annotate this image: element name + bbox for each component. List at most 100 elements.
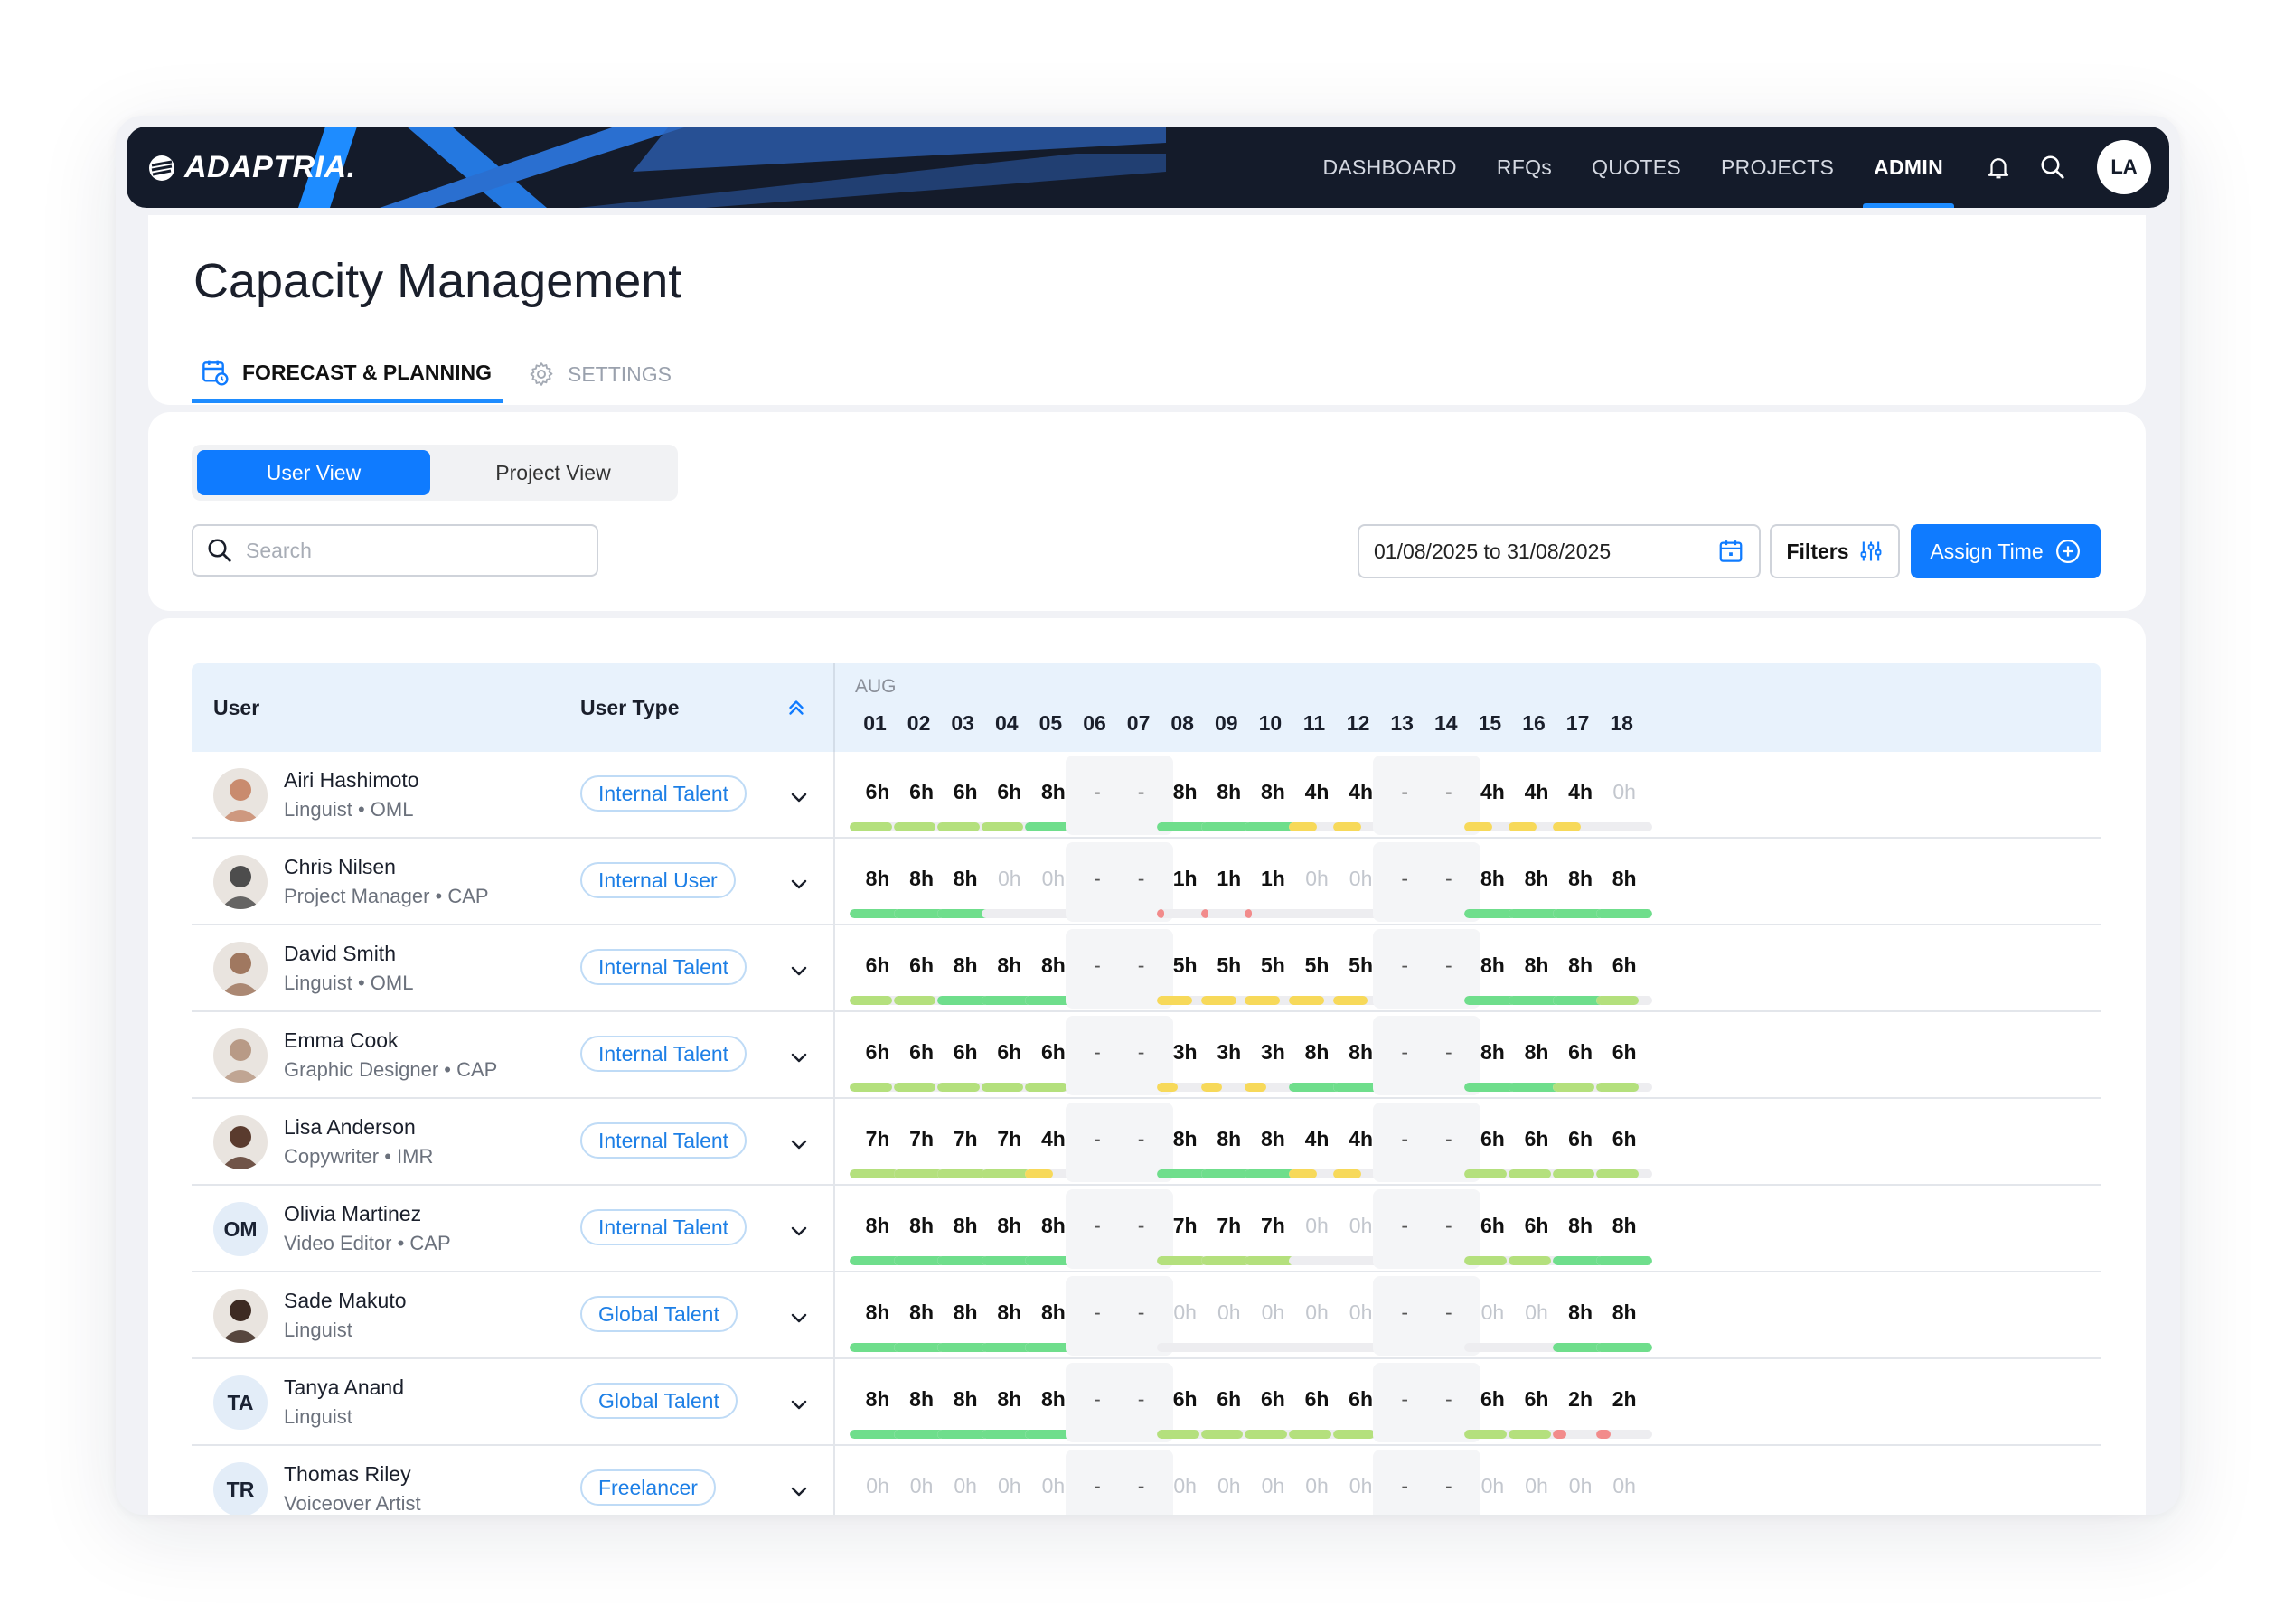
hours-cell[interactable]: 6h — [1461, 1189, 1524, 1269]
hours-cell[interactable]: 8h — [890, 1189, 954, 1269]
user-avatar[interactable]: LA — [2097, 140, 2151, 194]
hours-cell[interactable]: 6h — [978, 1016, 1041, 1095]
hours-cell[interactable]: 0h — [1021, 842, 1085, 922]
hours-cell[interactable]: 6h — [934, 756, 997, 835]
hours-cell[interactable]: 6h — [1593, 1103, 1656, 1182]
hours-cell[interactable]: 6h — [846, 929, 909, 1009]
weekend-cell[interactable]: - — [1416, 1016, 1480, 1095]
hours-cell[interactable]: 7h — [934, 1103, 997, 1182]
tab-forecast-planning[interactable]: FORECAST & PLANNING — [192, 358, 503, 403]
hours-cell[interactable]: 0h — [934, 1450, 997, 1515]
hours-cell[interactable]: 6h — [934, 1016, 997, 1095]
hours-cell[interactable]: 8h — [1285, 1016, 1349, 1095]
nav-rfqs[interactable]: RFQs — [1496, 155, 1553, 179]
table-row[interactable]: TR Thomas Riley Voiceover Artist Freelancer… — [192, 1446, 2101, 1515]
hours-cell[interactable]: 5h — [1285, 929, 1349, 1009]
hours-cell[interactable]: 4h — [1330, 756, 1393, 835]
search-icon[interactable] — [2039, 154, 2066, 181]
hours-cell[interactable]: 5h — [1330, 929, 1393, 1009]
weekend-cell[interactable]: - — [1109, 1276, 1173, 1356]
hours-cell[interactable]: 0h — [1330, 842, 1393, 922]
hours-cell[interactable]: 4h — [1285, 756, 1349, 835]
hours-cell[interactable]: 8h — [846, 1276, 909, 1356]
hours-cell[interactable]: 2h — [1549, 1363, 1612, 1442]
hours-cell[interactable]: 8h — [1153, 756, 1217, 835]
weekend-cell[interactable]: - — [1109, 929, 1173, 1009]
hours-cell[interactable]: 5h — [1153, 929, 1217, 1009]
hours-cell[interactable]: 8h — [1021, 1276, 1085, 1356]
hours-cell[interactable]: 8h — [846, 842, 909, 922]
weekend-cell[interactable]: - — [1416, 1276, 1480, 1356]
weekend-cell[interactable]: - — [1109, 1189, 1173, 1269]
hours-cell[interactable]: 8h — [1461, 1016, 1524, 1095]
weekend-cell[interactable]: - — [1109, 756, 1173, 835]
hours-cell[interactable]: 8h — [934, 1363, 997, 1442]
hours-cell[interactable]: 8h — [1021, 929, 1085, 1009]
hours-cell[interactable]: 0h — [1241, 1276, 1304, 1356]
adaptria-logo[interactable]: ADAPTRIA. — [148, 150, 356, 185]
hours-cell[interactable]: 8h — [890, 1276, 954, 1356]
search-input[interactable] — [244, 537, 591, 564]
bell-icon[interactable] — [1985, 154, 2012, 181]
hours-cell[interactable]: 8h — [1593, 1276, 1656, 1356]
hours-cell[interactable]: 0h — [1593, 756, 1656, 835]
hours-cell[interactable]: 0h — [1241, 1450, 1304, 1515]
hours-cell[interactable]: 3h — [1198, 1016, 1261, 1095]
tab-settings[interactable]: SETTINGS — [519, 361, 682, 400]
chevron-down-icon[interactable] — [788, 1394, 810, 1415]
hours-cell[interactable]: 3h — [1241, 1016, 1304, 1095]
hours-cell[interactable]: 8h — [978, 929, 1041, 1009]
hours-cell[interactable]: 0h — [1330, 1189, 1393, 1269]
hours-cell[interactable]: 8h — [1021, 1189, 1085, 1269]
collapse-all-icon[interactable] — [785, 696, 808, 719]
hours-cell[interactable]: 6h — [1241, 1363, 1304, 1442]
hours-cell[interactable]: 8h — [978, 1276, 1041, 1356]
chevron-down-icon[interactable] — [788, 1133, 810, 1155]
hours-cell[interactable]: 0h — [1461, 1276, 1524, 1356]
hours-cell[interactable]: 4h — [1505, 756, 1568, 835]
nav-admin[interactable]: ADMIN — [1863, 127, 1954, 208]
hours-cell[interactable]: 7h — [978, 1103, 1041, 1182]
hours-cell[interactable]: 8h — [1549, 842, 1612, 922]
nav-projects[interactable]: PROJECTS — [1721, 155, 1835, 179]
weekend-cell[interactable]: - — [1109, 1016, 1173, 1095]
hours-cell[interactable]: 8h — [1505, 842, 1568, 922]
hours-cell[interactable]: 6h — [846, 756, 909, 835]
hours-cell[interactable]: 5h — [1198, 929, 1261, 1009]
weekend-cell[interactable]: - — [1416, 929, 1480, 1009]
hours-cell[interactable]: 6h — [890, 929, 954, 1009]
hours-cell[interactable]: 4h — [1021, 1103, 1085, 1182]
user-view-button[interactable]: User View — [197, 450, 430, 495]
hours-cell[interactable]: 8h — [890, 1363, 954, 1442]
hours-cell[interactable]: 0h — [1285, 1450, 1349, 1515]
table-row[interactable]: Airi Hashimoto Linguist • OML Internal Tal… — [192, 752, 2101, 839]
hours-cell[interactable]: 0h — [1198, 1276, 1261, 1356]
hours-cell[interactable]: 0h — [1505, 1450, 1568, 1515]
nav-dashboard[interactable]: DASHBOARD — [1322, 155, 1457, 179]
hours-cell[interactable]: 6h — [1198, 1363, 1261, 1442]
hours-cell[interactable]: 6h — [1505, 1363, 1568, 1442]
hours-cell[interactable]: 6h — [1549, 1016, 1612, 1095]
hours-cell[interactable]: 0h — [1549, 1450, 1612, 1515]
hours-cell[interactable]: 8h — [1549, 929, 1612, 1009]
calendar-icon[interactable] — [1717, 538, 1744, 565]
chevron-down-icon[interactable] — [788, 960, 810, 981]
table-row[interactable]: OM Olivia Martinez Video Editor • CAP Inter… — [192, 1186, 2101, 1272]
chevron-down-icon[interactable] — [788, 873, 810, 895]
hours-cell[interactable]: 6h — [1285, 1363, 1349, 1442]
chevron-down-icon[interactable] — [788, 1480, 810, 1502]
chevron-down-icon[interactable] — [788, 1307, 810, 1328]
chevron-down-icon[interactable] — [788, 786, 810, 808]
weekend-cell[interactable]: - — [1416, 842, 1480, 922]
table-row[interactable]: Lisa Anderson Copywriter • IMR Internal Ta… — [192, 1099, 2101, 1186]
hours-cell[interactable]: 8h — [978, 1189, 1041, 1269]
weekend-cell[interactable]: - — [1416, 1103, 1480, 1182]
hours-cell[interactable]: 1h — [1198, 842, 1261, 922]
nav-quotes[interactable]: QUOTES — [1592, 155, 1682, 179]
hours-cell[interactable]: 6h — [1593, 929, 1656, 1009]
hours-cell[interactable]: 8h — [1593, 1189, 1656, 1269]
hours-cell[interactable]: 8h — [1505, 1016, 1568, 1095]
hours-cell[interactable]: 4h — [1461, 756, 1524, 835]
table-row[interactable]: Emma Cook Graphic Designer • CAP Internal … — [192, 1012, 2101, 1099]
hours-cell[interactable]: 6h — [890, 756, 954, 835]
